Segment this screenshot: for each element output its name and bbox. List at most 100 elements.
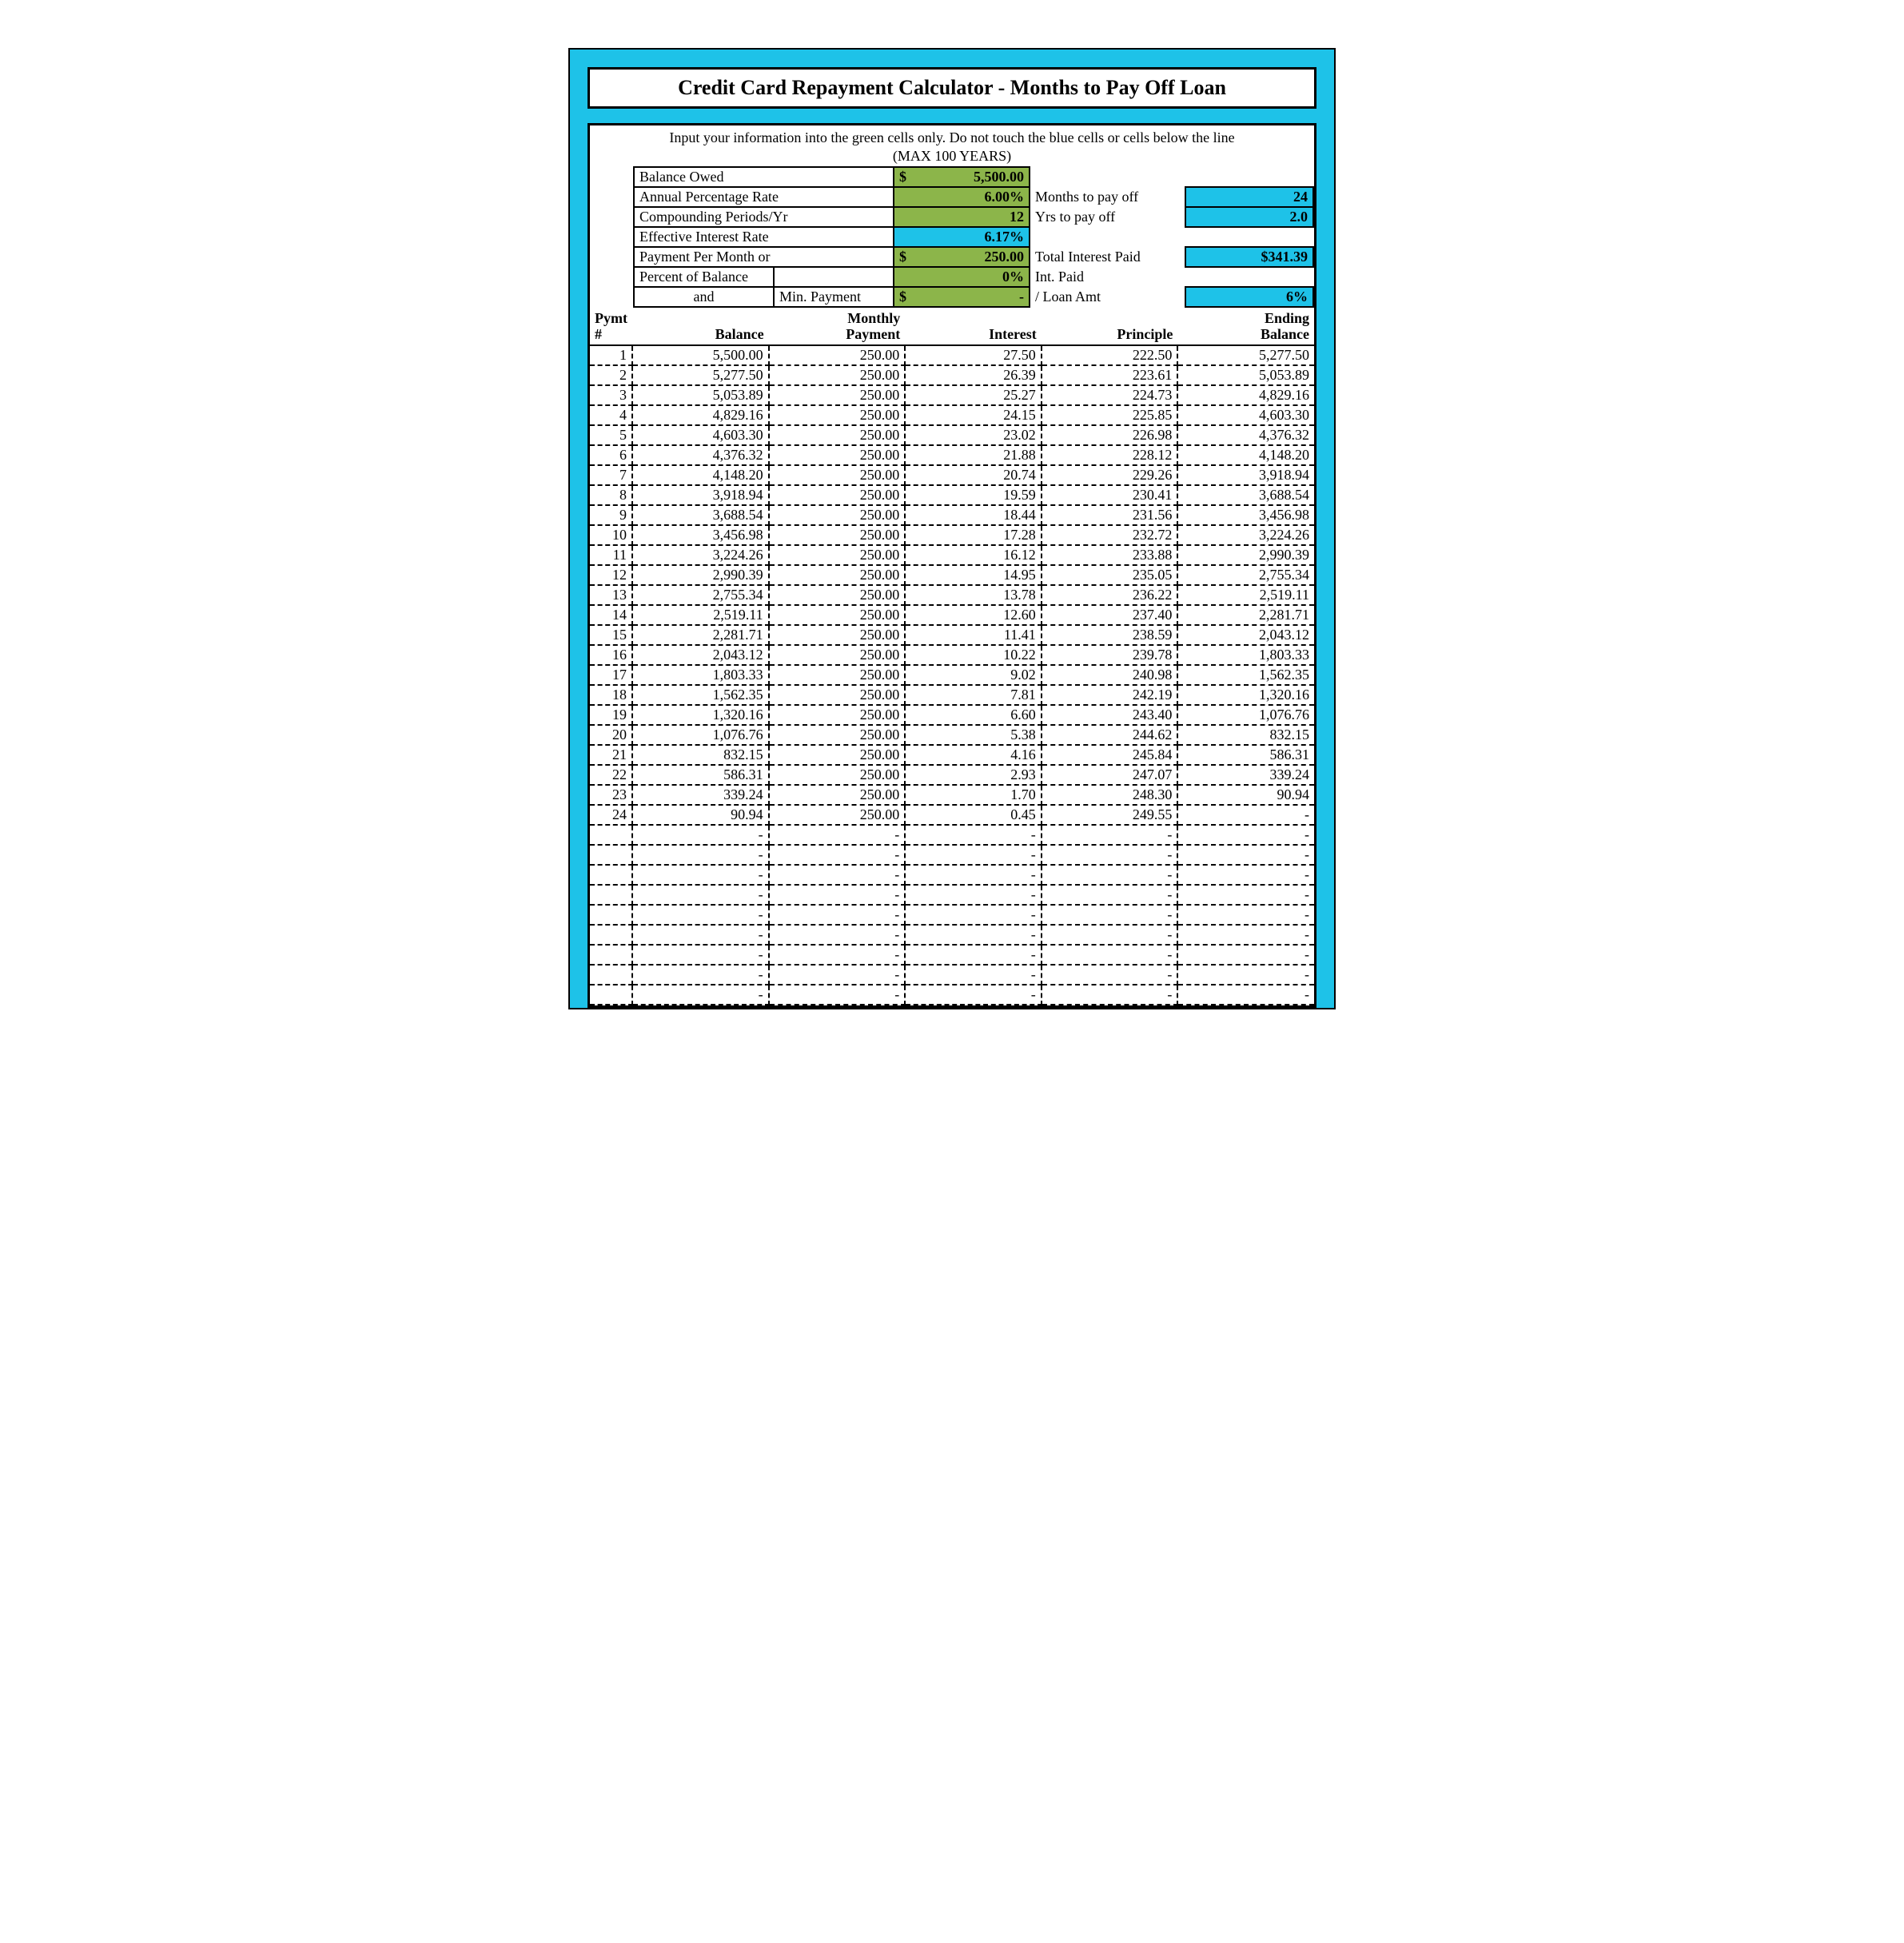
balance-owed-input[interactable]: $ 5,500.00 — [894, 167, 1030, 187]
min-payment-value: - — [1019, 289, 1024, 305]
cell-pymt: 12 — [590, 565, 632, 585]
cell-interest: 13.78 — [905, 585, 1042, 605]
cell-balance: 3,688.54 — [632, 505, 769, 525]
min-payment-label: Min. Payment — [774, 287, 894, 307]
cell-pymt: 3 — [590, 385, 632, 405]
cell-ending: - — [1177, 945, 1314, 965]
table-row: 93,688.54250.0018.44231.563,456.98 — [590, 505, 1314, 525]
cell-pymt: 13 — [590, 585, 632, 605]
cell-monthly: 250.00 — [769, 405, 906, 425]
compounding-input[interactable]: 12 — [894, 207, 1030, 227]
cell-principle: 242.19 — [1042, 685, 1178, 705]
cell-monthly: 250.00 — [769, 585, 906, 605]
cell-principle: 244.62 — [1042, 725, 1178, 745]
cell-ending: 832.15 — [1177, 725, 1314, 745]
currency-symbol: $ — [899, 169, 906, 185]
col-principle-header: Principle — [1042, 309, 1178, 345]
cell-interest: 23.02 — [905, 425, 1042, 445]
table-row: ----- — [590, 985, 1314, 1005]
cell-balance: 339.24 — [632, 785, 769, 805]
cell-interest: - — [905, 865, 1042, 885]
cell-monthly: 250.00 — [769, 505, 906, 525]
col-ending-header: EndingBalance — [1177, 309, 1314, 345]
cell-interest: - — [905, 905, 1042, 925]
cell-principle: - — [1042, 825, 1178, 845]
cell-principle: 247.07 — [1042, 765, 1178, 785]
page-title: Credit Card Repayment Calculator - Month… — [588, 67, 1316, 109]
cell-interest: - — [905, 965, 1042, 985]
cell-ending: 1,076.76 — [1177, 705, 1314, 725]
cell-monthly: 250.00 — [769, 605, 906, 625]
cell-principle: 248.30 — [1042, 785, 1178, 805]
cell-monthly: 250.00 — [769, 365, 906, 385]
pct-balance-input[interactable]: 0% — [894, 267, 1030, 287]
cell-balance: 4,829.16 — [632, 405, 769, 425]
cell-interest: 10.22 — [905, 645, 1042, 665]
table-row: 171,803.33250.009.02240.981,562.35 — [590, 665, 1314, 685]
cell-interest: 12.60 — [905, 605, 1042, 625]
cell-principle: 232.72 — [1042, 525, 1178, 545]
payment-input[interactable]: $ 250.00 — [894, 247, 1030, 267]
cell-balance: - — [632, 985, 769, 1005]
cell-balance: 586.31 — [632, 765, 769, 785]
cell-ending: 1,562.35 — [1177, 665, 1314, 685]
cell-monthly: 250.00 — [769, 705, 906, 725]
cell-interest: 0.45 — [905, 805, 1042, 825]
min-payment-input[interactable]: $ - — [894, 287, 1030, 307]
cell-monthly: 250.00 — [769, 625, 906, 645]
cell-monthly: 250.00 — [769, 465, 906, 485]
cell-principle: 236.22 — [1042, 585, 1178, 605]
cell-interest: 16.12 — [905, 545, 1042, 565]
cell-ending: - — [1177, 885, 1314, 905]
cell-ending: - — [1177, 825, 1314, 845]
table-row: 44,829.16250.0024.15225.854,603.30 — [590, 405, 1314, 425]
cell-principle: 243.40 — [1042, 705, 1178, 725]
months-to-payoff-label: Months to pay off — [1030, 187, 1185, 207]
cell-pymt: 21 — [590, 745, 632, 765]
cell-pymt: 20 — [590, 725, 632, 745]
cell-balance: - — [632, 905, 769, 925]
cell-pymt — [590, 985, 632, 1005]
cell-monthly: - — [769, 865, 906, 885]
cell-interest: 4.16 — [905, 745, 1042, 765]
instructions: Input your information into the green ce… — [590, 125, 1314, 166]
cell-balance: - — [632, 865, 769, 885]
cell-ending: 586.31 — [1177, 745, 1314, 765]
cell-monthly: 250.00 — [769, 645, 906, 665]
table-row: 162,043.12250.0010.22239.781,803.33 — [590, 645, 1314, 665]
table-row: 132,755.34250.0013.78236.222,519.11 — [590, 585, 1314, 605]
cell-principle: 222.50 — [1042, 345, 1178, 365]
cell-pymt — [590, 925, 632, 945]
table-row: ----- — [590, 925, 1314, 945]
cell-monthly: 250.00 — [769, 545, 906, 565]
cell-ending: - — [1177, 865, 1314, 885]
apr-input[interactable]: 6.00% — [894, 187, 1030, 207]
cell-ending: - — [1177, 925, 1314, 945]
cell-ending: 2,043.12 — [1177, 625, 1314, 645]
cell-interest: 20.74 — [905, 465, 1042, 485]
cell-interest: 21.88 — [905, 445, 1042, 465]
table-row: 22586.31250.002.93247.07339.24 — [590, 765, 1314, 785]
cell-monthly: - — [769, 945, 906, 965]
col-monthly-header: MonthlyPayment — [769, 309, 906, 345]
inputs-table: Balance Owed $ 5,500.00 Annual Percentag… — [633, 166, 1314, 308]
cell-pymt — [590, 845, 632, 865]
col-interest-header: Interest — [905, 309, 1042, 345]
cell-interest: 27.50 — [905, 345, 1042, 365]
cell-principle: 229.26 — [1042, 465, 1178, 485]
cell-principle: 235.05 — [1042, 565, 1178, 585]
payment-label: Payment Per Month or — [634, 247, 894, 267]
cell-ending: 3,918.94 — [1177, 465, 1314, 485]
cell-pymt — [590, 905, 632, 925]
years-to-payoff-label: Yrs to pay off — [1030, 207, 1185, 227]
cell-interest: 25.27 — [905, 385, 1042, 405]
cell-ending: 4,148.20 — [1177, 445, 1314, 465]
table-row: 83,918.94250.0019.59230.413,688.54 — [590, 485, 1314, 505]
cell-balance: 4,603.30 — [632, 425, 769, 445]
cell-pymt: 2 — [590, 365, 632, 385]
cell-ending: 1,320.16 — [1177, 685, 1314, 705]
table-row: ----- — [590, 885, 1314, 905]
col-pymt-header: Pymt# — [590, 309, 632, 345]
table-row: 152,281.71250.0011.41238.592,043.12 — [590, 625, 1314, 645]
content-box: Input your information into the green ce… — [588, 123, 1316, 1008]
